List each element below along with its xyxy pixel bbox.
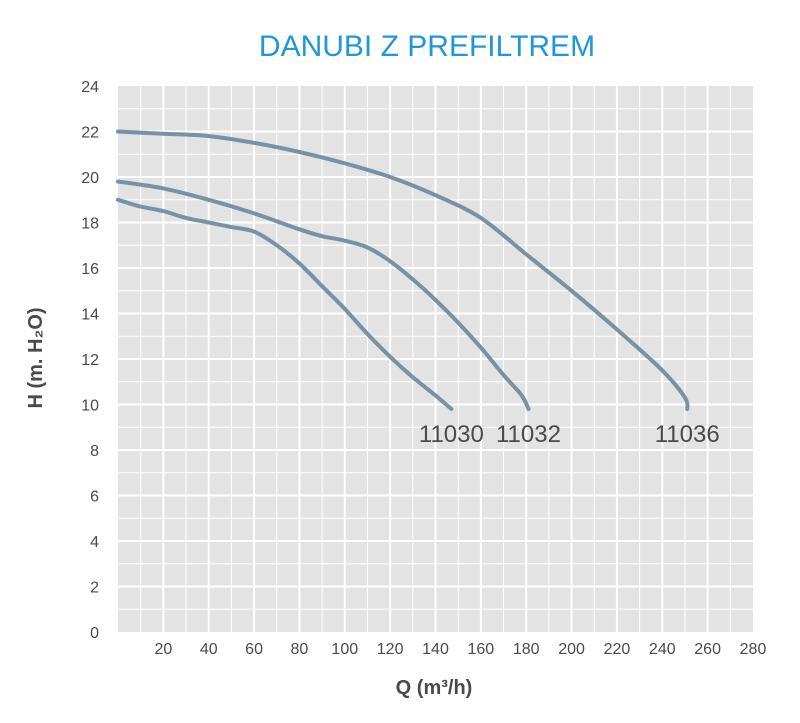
- x-tick-label: 180: [513, 641, 540, 658]
- y-tick-label: 10: [81, 398, 99, 415]
- y-tick-label: 4: [90, 534, 99, 551]
- x-tick-label: 280: [740, 641, 767, 658]
- x-tick-label: 140: [422, 641, 449, 658]
- x-axis-ticks: 20 40 60 80 100 120 140 160 180 200 220 240 260 280: [154, 641, 766, 658]
- y-tick-label: 24: [81, 79, 99, 96]
- grid-lines: [118, 86, 753, 632]
- x-tick-label: 220: [604, 641, 631, 658]
- x-tick-label: 100: [331, 641, 358, 658]
- curve-11032: [116, 179, 531, 411]
- curve-label-11036: 11036: [655, 421, 720, 448]
- y-tick-label: 20: [81, 170, 99, 187]
- y-tick-label: 8: [90, 443, 99, 460]
- y-tick-label: 6: [90, 489, 99, 506]
- x-tick-label: 40: [200, 641, 218, 658]
- pump-curves: [116, 129, 690, 411]
- curve-labels: 11030 11032 11036: [419, 421, 720, 448]
- y-tick-label: 2: [90, 580, 99, 597]
- y-tick-label: 22: [81, 125, 99, 142]
- curve-11036: [116, 129, 690, 411]
- x-tick-label: 80: [291, 641, 309, 658]
- x-tick-label: 240: [649, 641, 676, 658]
- x-tick-label: 20: [154, 641, 172, 658]
- x-axis-label: Q (m³/h): [396, 677, 473, 699]
- x-tick-label: 160: [468, 641, 495, 658]
- y-tick-label: 16: [81, 261, 99, 278]
- y-tick-label: 0: [90, 625, 99, 642]
- x-tick-label: 60: [245, 641, 263, 658]
- curve-label-11032: 11032: [496, 421, 561, 448]
- curve-11030: [116, 197, 454, 411]
- y-axis-label: H (m. H₂O): [25, 307, 47, 408]
- curve-label-11030: 11030: [419, 421, 484, 448]
- y-tick-label: 18: [81, 216, 99, 233]
- x-tick-label: 260: [694, 641, 721, 658]
- chart-title: DANUBI Z PREFILTREM: [259, 30, 595, 63]
- y-tick-label: 14: [81, 307, 99, 324]
- x-tick-label: 200: [558, 641, 585, 658]
- x-tick-label: 120: [377, 641, 404, 658]
- y-tick-label: 12: [81, 352, 99, 369]
